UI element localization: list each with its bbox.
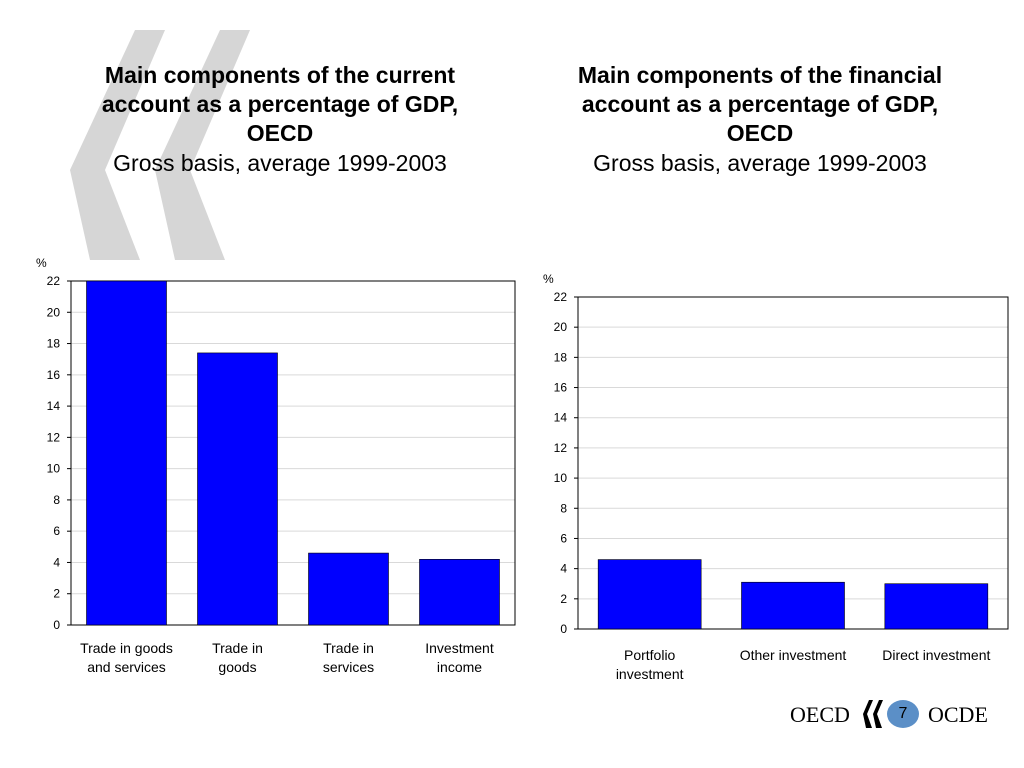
left-x-category-label: goods — [218, 659, 256, 675]
right-y-tick-label: 14 — [554, 411, 568, 425]
right-x-category-label: Portfolio — [624, 647, 676, 663]
left-bar — [419, 559, 500, 626]
left-title-subtitle: Gross basis, average 1999-2003 — [113, 150, 447, 176]
right-y-tick-label: 16 — [554, 381, 568, 395]
left-y-tick-label: 14 — [47, 399, 61, 413]
quote-mark-icon — [70, 30, 250, 260]
left-x-category-label: income — [437, 659, 482, 675]
right-y-tick-label: 6 — [560, 531, 567, 545]
left-title-line1: Main components of the current — [104, 62, 456, 88]
right-y-tick-label: 12 — [554, 441, 568, 455]
right-title-line3: OECD — [726, 120, 794, 146]
logo-text-ocde: OCDE — [928, 702, 988, 727]
left-y-tick-label: 22 — [47, 274, 61, 288]
right-y-tick-label: 10 — [554, 471, 568, 485]
right-title-line1: Main components of the financial — [577, 62, 943, 88]
right-bar — [741, 581, 845, 630]
right-bar — [597, 559, 702, 630]
left-x-category-label: and services — [87, 659, 166, 675]
left-x-category-label: Trade in — [212, 640, 263, 656]
left-chart-title: Main components of the current account a… — [60, 61, 500, 179]
right-x-category-label: Other investment — [740, 647, 847, 663]
oecd-logo: OECD 7 OCDE — [785, 698, 1005, 734]
left-y-tick-label: 8 — [53, 493, 60, 507]
right-x-category-label: Direct investment — [882, 647, 990, 663]
left-x-category-label: Investment — [425, 640, 494, 656]
left-y-tick-label: 20 — [47, 305, 61, 319]
right-y-tick-label: 0 — [560, 622, 567, 636]
left-title-line2: account as a percentage of GDP, — [101, 91, 459, 117]
left-y-tick-label: 18 — [47, 337, 61, 351]
right-bar — [884, 583, 989, 630]
left-y-tick-label: 12 — [47, 430, 61, 444]
left-y-tick-label: 6 — [53, 524, 60, 538]
right-title-line2: account as a percentage of GDP, — [581, 91, 939, 117]
left-bar — [86, 280, 167, 626]
left-bar — [197, 352, 278, 626]
right-y-tick-label: 18 — [554, 350, 568, 364]
left-y-tick-label: 2 — [53, 587, 60, 601]
right-y-tick-label: 22 — [554, 290, 568, 304]
left-x-category-label: Trade in goods — [80, 640, 173, 656]
left-bar — [308, 552, 389, 626]
left-title-line3: OECD — [246, 120, 314, 146]
left-y-tick-label: 10 — [47, 462, 61, 476]
left-x-category-label: services — [323, 659, 374, 675]
right-y-tick-label: 8 — [560, 501, 567, 515]
left-y-tick-label: 0 — [53, 618, 60, 632]
right-title-subtitle: Gross basis, average 1999-2003 — [593, 150, 927, 176]
right-y-tick-label: 20 — [554, 320, 568, 334]
left-y-tick-label: 16 — [47, 368, 61, 382]
right-chart-title: Main components of the financial account… — [530, 61, 990, 179]
left-plot-frame — [70, 280, 516, 626]
right-y-tick-label: 4 — [560, 562, 567, 576]
left-y-axis-label: % — [36, 256, 47, 270]
right-x-category-label: investment — [616, 666, 684, 682]
page-number: 7 — [887, 700, 919, 728]
right-y-tick-label: 2 — [560, 592, 567, 606]
right-y-axis-label: % — [543, 272, 554, 286]
left-x-category-label: Trade in — [323, 640, 374, 656]
logo-quote-icon — [863, 700, 883, 728]
logo-text-oecd: OECD — [790, 702, 850, 727]
left-y-tick-label: 4 — [53, 555, 60, 569]
